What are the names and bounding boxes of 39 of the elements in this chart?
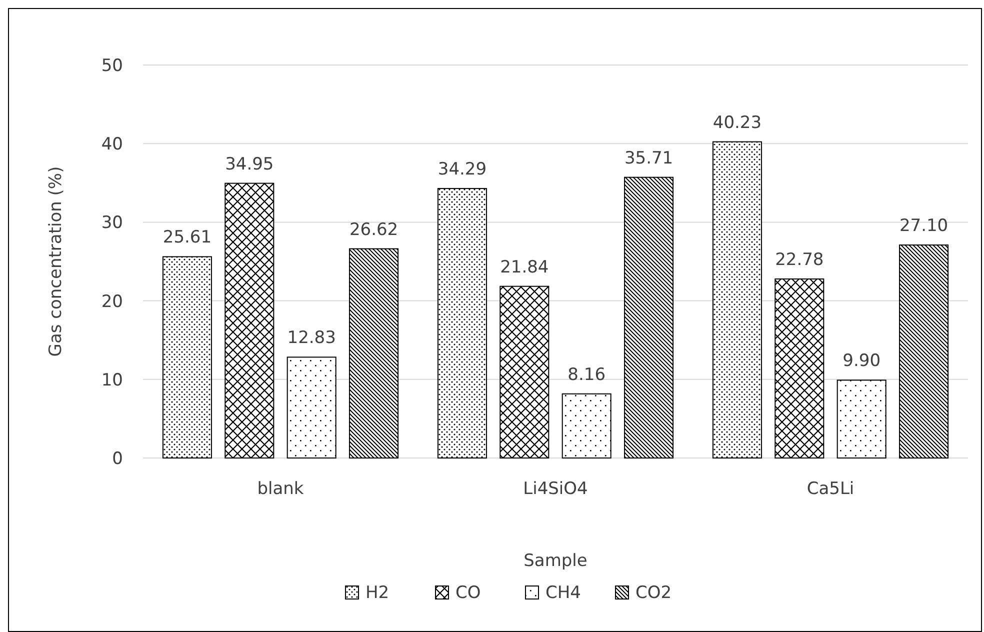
- bar: [224, 182, 274, 458]
- y-tick-label: 40: [101, 134, 123, 155]
- bar: [500, 286, 550, 458]
- x-tick-label: blank: [257, 479, 304, 499]
- x-tick-label: Li4SiO4: [523, 479, 588, 499]
- y-tick-label: 20: [101, 292, 123, 312]
- data-label: 34.29: [438, 159, 487, 180]
- legend-label: CO: [456, 583, 481, 603]
- x-tick-label: Ca5Li: [806, 479, 854, 499]
- bar: [712, 141, 762, 458]
- data-label: 34.95: [225, 154, 274, 174]
- data-label: 25.61: [162, 228, 212, 248]
- data-label: 40.23: [712, 112, 762, 133]
- x-axis-title: Sample: [524, 551, 588, 571]
- bar: [437, 188, 487, 458]
- bar: [899, 244, 949, 458]
- data-label: 27.10: [899, 216, 948, 236]
- data-label: 22.78: [775, 250, 824, 270]
- y-tick-label: 50: [101, 56, 123, 76]
- data-label: 35.71: [624, 148, 674, 168]
- data-label: 21.84: [500, 257, 549, 278]
- data-label: 26.62: [349, 220, 398, 240]
- legend-label: CO2: [636, 583, 672, 603]
- y-tick-label: 30: [101, 213, 123, 234]
- bar: [774, 278, 824, 458]
- bar: [836, 380, 886, 458]
- y-tick-label: 10: [101, 370, 123, 390]
- bar: [562, 393, 612, 458]
- y-tick-label: 0: [112, 448, 123, 469]
- bar: [286, 356, 336, 458]
- bar: [624, 176, 674, 458]
- bar: [349, 248, 399, 458]
- legend-label: H2: [366, 583, 390, 603]
- y-axis-title: Gas concentration (%): [46, 166, 66, 357]
- data-label: 9.90: [842, 351, 881, 372]
- data-label: 8.16: [568, 364, 606, 385]
- bar: [162, 256, 212, 458]
- legend-label: CH4: [546, 583, 581, 603]
- data-label: 12.83: [287, 328, 336, 348]
